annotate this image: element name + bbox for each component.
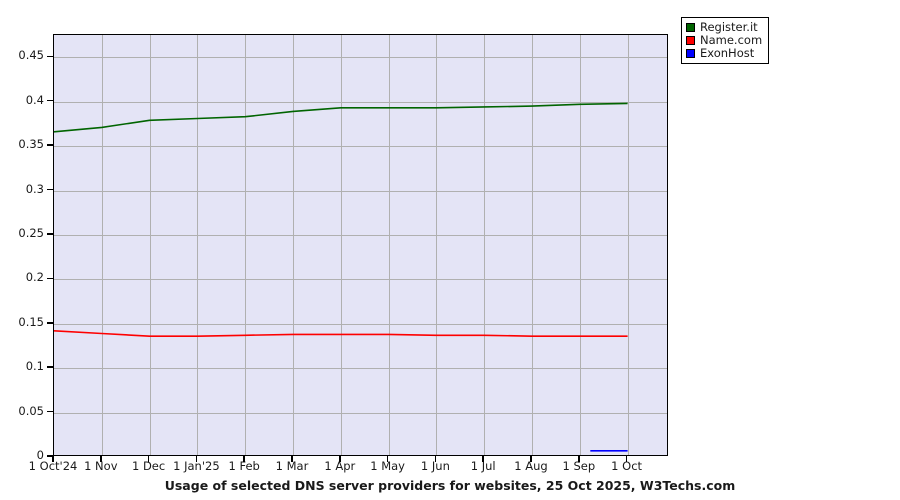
gridline-vertical (293, 35, 294, 455)
gridline-horizontal (54, 368, 667, 370)
legend-label-exonhost: ExonHost (700, 46, 755, 60)
legend-label-name-com: Name.com (700, 33, 763, 47)
legend-item-name-com: Name.com (686, 34, 762, 47)
y-axis-tick-mark (47, 144, 54, 146)
gridline-horizontal (54, 323, 667, 325)
x-axis-tick-mark (100, 456, 102, 462)
x-axis-tick-mark (482, 456, 484, 462)
y-axis-tick-label: 0 (36, 448, 44, 462)
x-axis-tick-label: 1 Oct (611, 459, 643, 473)
x-axis-tick-label: 1 Sep (562, 459, 596, 473)
y-axis-tick-labels: 0 0.05 0.1 0.15 0.2 0.25 0.3 0.35 0.4 0.45 (0, 0, 44, 500)
series-line (53, 330, 628, 337)
chart-legend: Register.it Name.com ExonHost (681, 17, 770, 64)
legend-label-register-it: Register.it (700, 20, 758, 34)
y-axis-tick-mark (47, 277, 54, 280)
y-axis-tick-label: 0.25 (18, 225, 44, 240)
gridline-vertical (340, 35, 342, 455)
x-axis-tick-mark (195, 456, 198, 462)
x-axis-tick-label: 1 Oct'24 (28, 459, 78, 473)
x-axis-tick-mark (530, 456, 532, 462)
x-axis-tick-mark (339, 456, 341, 462)
y-axis-tick-label: 0.15 (18, 314, 44, 329)
y-axis-tick-mark (47, 410, 54, 413)
plot-area (53, 34, 668, 456)
gridline-vertical (627, 35, 629, 455)
gridline-vertical (388, 35, 390, 455)
x-axis-tick-mark (243, 456, 245, 462)
x-axis-tick-label: 1 Aug (514, 459, 548, 473)
y-axis-tick-label: 0.4 (25, 92, 44, 107)
gridline-vertical (484, 35, 486, 455)
legend-swatch-name-com (686, 36, 695, 45)
gridline-horizontal (54, 57, 667, 59)
x-axis-tick-mark (434, 456, 437, 462)
y-axis-tick-mark (47, 55, 54, 57)
x-axis-tick-label: 1 Dec (131, 459, 166, 473)
x-axis-tick-mark (386, 456, 389, 462)
x-axis-tick-label: 1 Jan'25 (173, 459, 220, 473)
y-axis-tick-mark (47, 99, 54, 102)
x-axis-tick-label: 1 Nov (84, 459, 118, 473)
y-axis-tick-label: 0.2 (25, 270, 44, 285)
y-axis-tick-label: 0.1 (25, 359, 44, 374)
y-axis-tick-mark (47, 455, 54, 457)
y-axis-tick-mark (47, 366, 54, 368)
x-axis-tick-label: 1 Feb (228, 459, 260, 473)
gridline-horizontal (54, 101, 667, 103)
gridline-vertical (101, 35, 103, 455)
x-axis-tick-mark (291, 456, 293, 462)
chart-caption: Usage of selected DNS server providers f… (164, 478, 736, 493)
x-axis-tick-label: 1 Apr (324, 459, 356, 473)
gridline-vertical (245, 35, 247, 455)
gridline-vertical (149, 35, 151, 455)
legend-swatch-register-it (686, 23, 695, 32)
legend-item-register-it: Register.it (686, 21, 762, 34)
gridline-horizontal (54, 412, 667, 414)
series-line (53, 102, 628, 133)
y-axis-tick-mark (47, 233, 54, 235)
gridline-vertical (532, 35, 533, 455)
x-axis-tick-mark (578, 456, 580, 462)
x-axis-tick-label: 1 Mar (275, 459, 309, 473)
y-axis-tick-label: 0.45 (18, 48, 44, 63)
gridline-vertical (579, 35, 581, 455)
x-axis-tick-mark (147, 456, 150, 462)
x-axis-tick-label: 1 May (370, 459, 405, 473)
x-axis-tick-mark (52, 456, 54, 462)
y-axis-tick-label: 0.3 (25, 181, 44, 196)
legend-item-exonhost: ExonHost (686, 47, 762, 60)
gridline-horizontal (54, 190, 667, 192)
y-axis-tick-mark (47, 188, 54, 191)
gridline-horizontal (54, 279, 667, 281)
gridline-horizontal (54, 234, 667, 236)
x-axis-tick-label: 1 Jun (420, 459, 450, 473)
legend-swatch-exonhost (686, 49, 695, 58)
gridline-vertical (436, 35, 438, 455)
x-axis-tick-mark (625, 456, 628, 462)
series-lines (53, 102, 628, 452)
y-axis-tick-label: 0.05 (18, 403, 44, 418)
y-axis-tick-mark (47, 322, 54, 324)
x-axis-tick-label: 1 Jul (470, 459, 496, 473)
gridline-horizontal (54, 146, 667, 148)
gridline-vertical (197, 35, 199, 455)
y-axis-tick-label: 0.35 (18, 137, 44, 152)
